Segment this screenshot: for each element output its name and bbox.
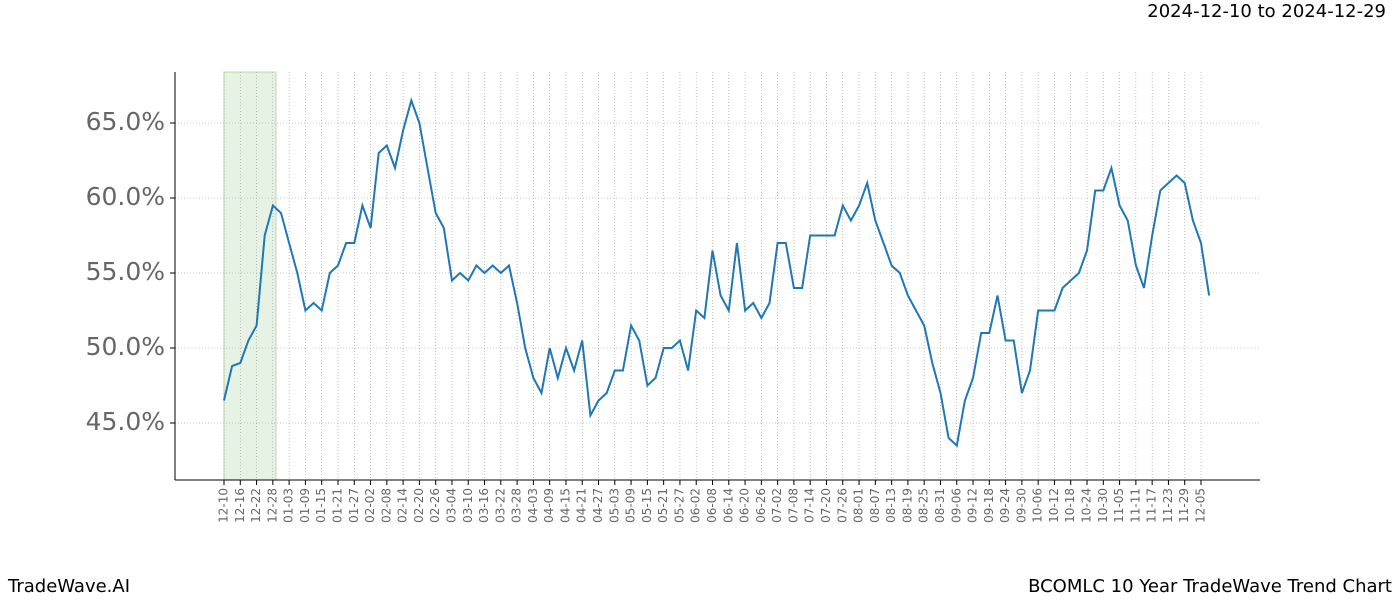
x-tick-label: 05-09 <box>624 488 638 523</box>
y-tick-label: 65.0% <box>86 107 165 136</box>
x-tick-label: 02-26 <box>428 488 442 523</box>
x-tick-label: 12-05 <box>1194 488 1208 523</box>
x-tick-label: 10-24 <box>1080 488 1094 523</box>
x-tick-label: 06-02 <box>689 488 703 523</box>
x-tick-label: 12-28 <box>265 488 279 523</box>
x-tick-label: 11-17 <box>1145 488 1159 523</box>
x-tick-label: 11-29 <box>1177 488 1191 523</box>
y-tick-label: 55.0% <box>86 257 165 286</box>
x-tick-label: 05-27 <box>672 488 686 523</box>
x-tick-label: 03-22 <box>493 488 507 523</box>
x-tick-label: 07-26 <box>835 488 849 523</box>
x-tick-label: 11-11 <box>1128 488 1142 523</box>
y-tick-label: 60.0% <box>86 182 165 211</box>
x-tick-label: 02-08 <box>379 488 393 523</box>
y-tick-label: 50.0% <box>86 332 165 361</box>
x-tick-label: 01-15 <box>314 488 328 523</box>
x-tick-label: 01-09 <box>298 488 312 523</box>
x-tick-label: 12-22 <box>249 488 263 523</box>
x-tick-label: 07-02 <box>770 488 784 523</box>
x-tick-label: 10-06 <box>1031 488 1045 523</box>
x-tick-label: 06-26 <box>754 488 768 523</box>
x-tick-label: 09-06 <box>949 488 963 523</box>
x-tick-label: 06-14 <box>721 488 735 523</box>
x-tick-label: 03-04 <box>444 488 458 523</box>
x-tick-label: 09-12 <box>966 488 980 523</box>
x-tick-label: 02-02 <box>363 488 377 523</box>
x-tick-label: 07-14 <box>803 488 817 523</box>
highlight-band <box>223 71 277 481</box>
x-tick-label: 01-21 <box>330 488 344 523</box>
x-tick-label: 12-16 <box>233 488 247 523</box>
x-tick-label: 08-31 <box>933 488 947 523</box>
x-tick-label: 09-18 <box>982 488 996 523</box>
x-tick-label: 09-30 <box>1014 488 1028 523</box>
line <box>223 97 1211 448</box>
x-tick-label: 01-27 <box>347 488 361 523</box>
x-tick-label: 12-10 <box>217 488 231 523</box>
x-tick-label: 10-30 <box>1096 488 1110 523</box>
x-tick-label: 07-08 <box>786 488 800 523</box>
x-tick-label: 08-07 <box>868 488 882 523</box>
x-tick-label: 11-23 <box>1161 488 1175 523</box>
x-tick-label: 04-09 <box>542 488 556 523</box>
x-tick-label: 07-20 <box>819 488 833 523</box>
x-tick-label: 04-27 <box>591 488 605 523</box>
x-tick-label: 04-03 <box>526 488 540 523</box>
chart-title: BCOMLC 10 Year TradeWave Trend Chart <box>1028 576 1392 597</box>
x-tick-label: 08-01 <box>852 488 866 523</box>
x-tick-label: 10-12 <box>1047 488 1061 523</box>
x-tick-label: 06-20 <box>738 488 752 523</box>
x-tick-label: 08-25 <box>917 488 931 523</box>
x-tick-label: 08-13 <box>884 488 898 523</box>
x-tick-label: 03-10 <box>461 488 475 523</box>
x-tick-label: 06-08 <box>705 488 719 523</box>
x-tick-label: 08-19 <box>900 488 914 523</box>
x-tick-label: 05-15 <box>640 488 654 523</box>
x-tick-label: 03-16 <box>477 488 491 523</box>
x-tick-label: 02-14 <box>396 488 410 523</box>
x-tick-label: 01-03 <box>282 488 296 523</box>
x-tick-label: 10-18 <box>1063 488 1077 523</box>
date-range: 2024-12-10 to 2024-12-29 <box>1147 1 1386 22</box>
brand: TradeWave.AI <box>7 576 130 597</box>
x-tick-label: 03-28 <box>510 488 524 523</box>
x-tick-label: 02-20 <box>412 488 426 523</box>
x-tick-label: 04-21 <box>575 488 589 523</box>
x-tick-label: 05-21 <box>656 488 670 523</box>
x-tick-label: 11-05 <box>1112 488 1126 523</box>
x-tick-label: 09-24 <box>998 488 1012 523</box>
x-tick-label: 04-15 <box>558 488 572 523</box>
y-tick-label: 45.0% <box>86 407 165 436</box>
x-tick-label: 05-03 <box>607 488 621 523</box>
